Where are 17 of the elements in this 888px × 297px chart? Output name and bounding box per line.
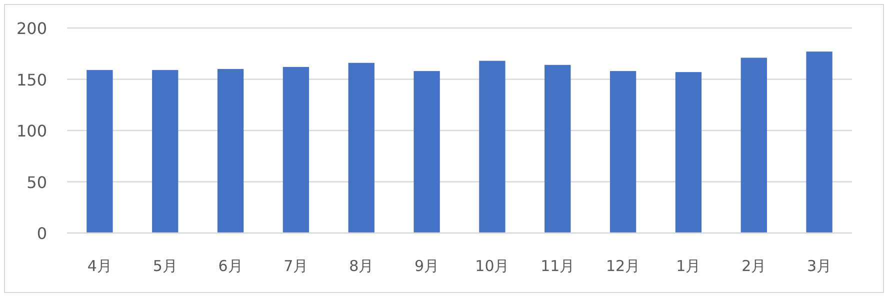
x-tick-label: 6月 [218, 257, 243, 275]
x-tick-label: 4月 [87, 257, 112, 275]
y-tick-label: 100 [16, 122, 47, 140]
x-tick-label: 8月 [349, 257, 374, 275]
x-tick-label: 12月 [606, 257, 640, 275]
x-tick-label: 11月 [540, 257, 575, 275]
x-tick-label: 9月 [414, 257, 440, 275]
x-tick-label: 10月 [475, 257, 510, 275]
x-tick-label: 7月 [284, 257, 308, 275]
x-tick-label: 5月 [152, 257, 178, 275]
y-tick-label: 0 [36, 224, 47, 243]
y-tick-label: 150 [16, 70, 47, 90]
x-tick-label: 1月 [676, 257, 701, 275]
y-tick-label: 200 [16, 19, 47, 38]
x-tick-label: 2月 [742, 257, 766, 275]
x-tick-label: 3月 [807, 257, 832, 275]
y-tick-label: 50 [26, 172, 47, 192]
